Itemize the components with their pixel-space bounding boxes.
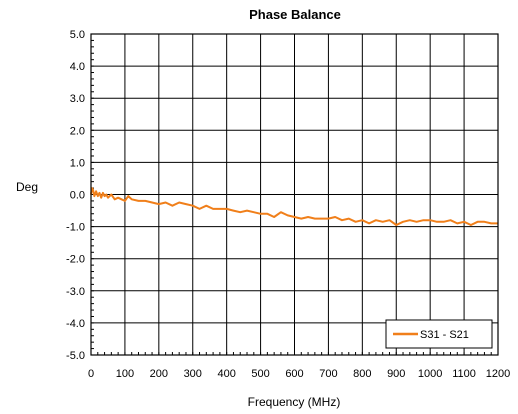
x-tick-label: 300: [184, 368, 202, 380]
y-tick-label: 4.0: [70, 61, 85, 73]
y-tick-label: 2.0: [70, 125, 85, 137]
legend: S31 - S21: [385, 319, 493, 349]
y-tick-label: 5.0: [70, 29, 85, 41]
y-tick-label: 0.0: [70, 190, 85, 202]
y-tick-label: -1.0: [66, 222, 85, 234]
series-lines: [90, 187, 498, 226]
x-tick-label: 600: [285, 368, 303, 380]
plot-frame: [90, 33, 499, 356]
series-line-s31-s21: [90, 187, 498, 226]
x-tick-label: 900: [387, 368, 405, 380]
y-axis-label: Deg: [16, 180, 38, 194]
chart-title: Phase Balance: [249, 7, 341, 22]
grid-lines: [91, 34, 498, 355]
x-tick-label: 400: [217, 368, 235, 380]
y-tick-labels: 5.0 4.0 3.0 2.0 1.0 0.0 -1.0 -2.0 -3.0 -4.0 -5.0: [66, 29, 85, 362]
legend-label: S31 - S21: [420, 329, 469, 341]
y-tick-label: 3.0: [70, 93, 85, 105]
x-tick-label: 1200: [486, 368, 510, 380]
x-tick-label: 800: [353, 368, 371, 380]
x-tick-label: 0: [88, 368, 94, 380]
y-tick-label: -4.0: [66, 318, 85, 330]
y-tick-label: -2.0: [66, 254, 85, 266]
x-tick-label: 500: [251, 368, 269, 380]
x-tick-label: 200: [150, 368, 168, 380]
y-tick-label: -3.0: [66, 286, 85, 298]
y-tick-label: 1.0: [70, 157, 85, 169]
y-tick-label: -5.0: [66, 350, 85, 362]
x-axis-label: Frequency (MHz): [248, 395, 341, 409]
x-tick-label: 1000: [418, 368, 442, 380]
x-tick-label: 700: [319, 368, 337, 380]
x-tick-label: 1100: [452, 368, 476, 380]
x-tick-label: 100: [116, 368, 134, 380]
x-tick-labels: 0 100 200 300 400 500 600 700 800 900 1000 1100 1200: [88, 368, 510, 380]
